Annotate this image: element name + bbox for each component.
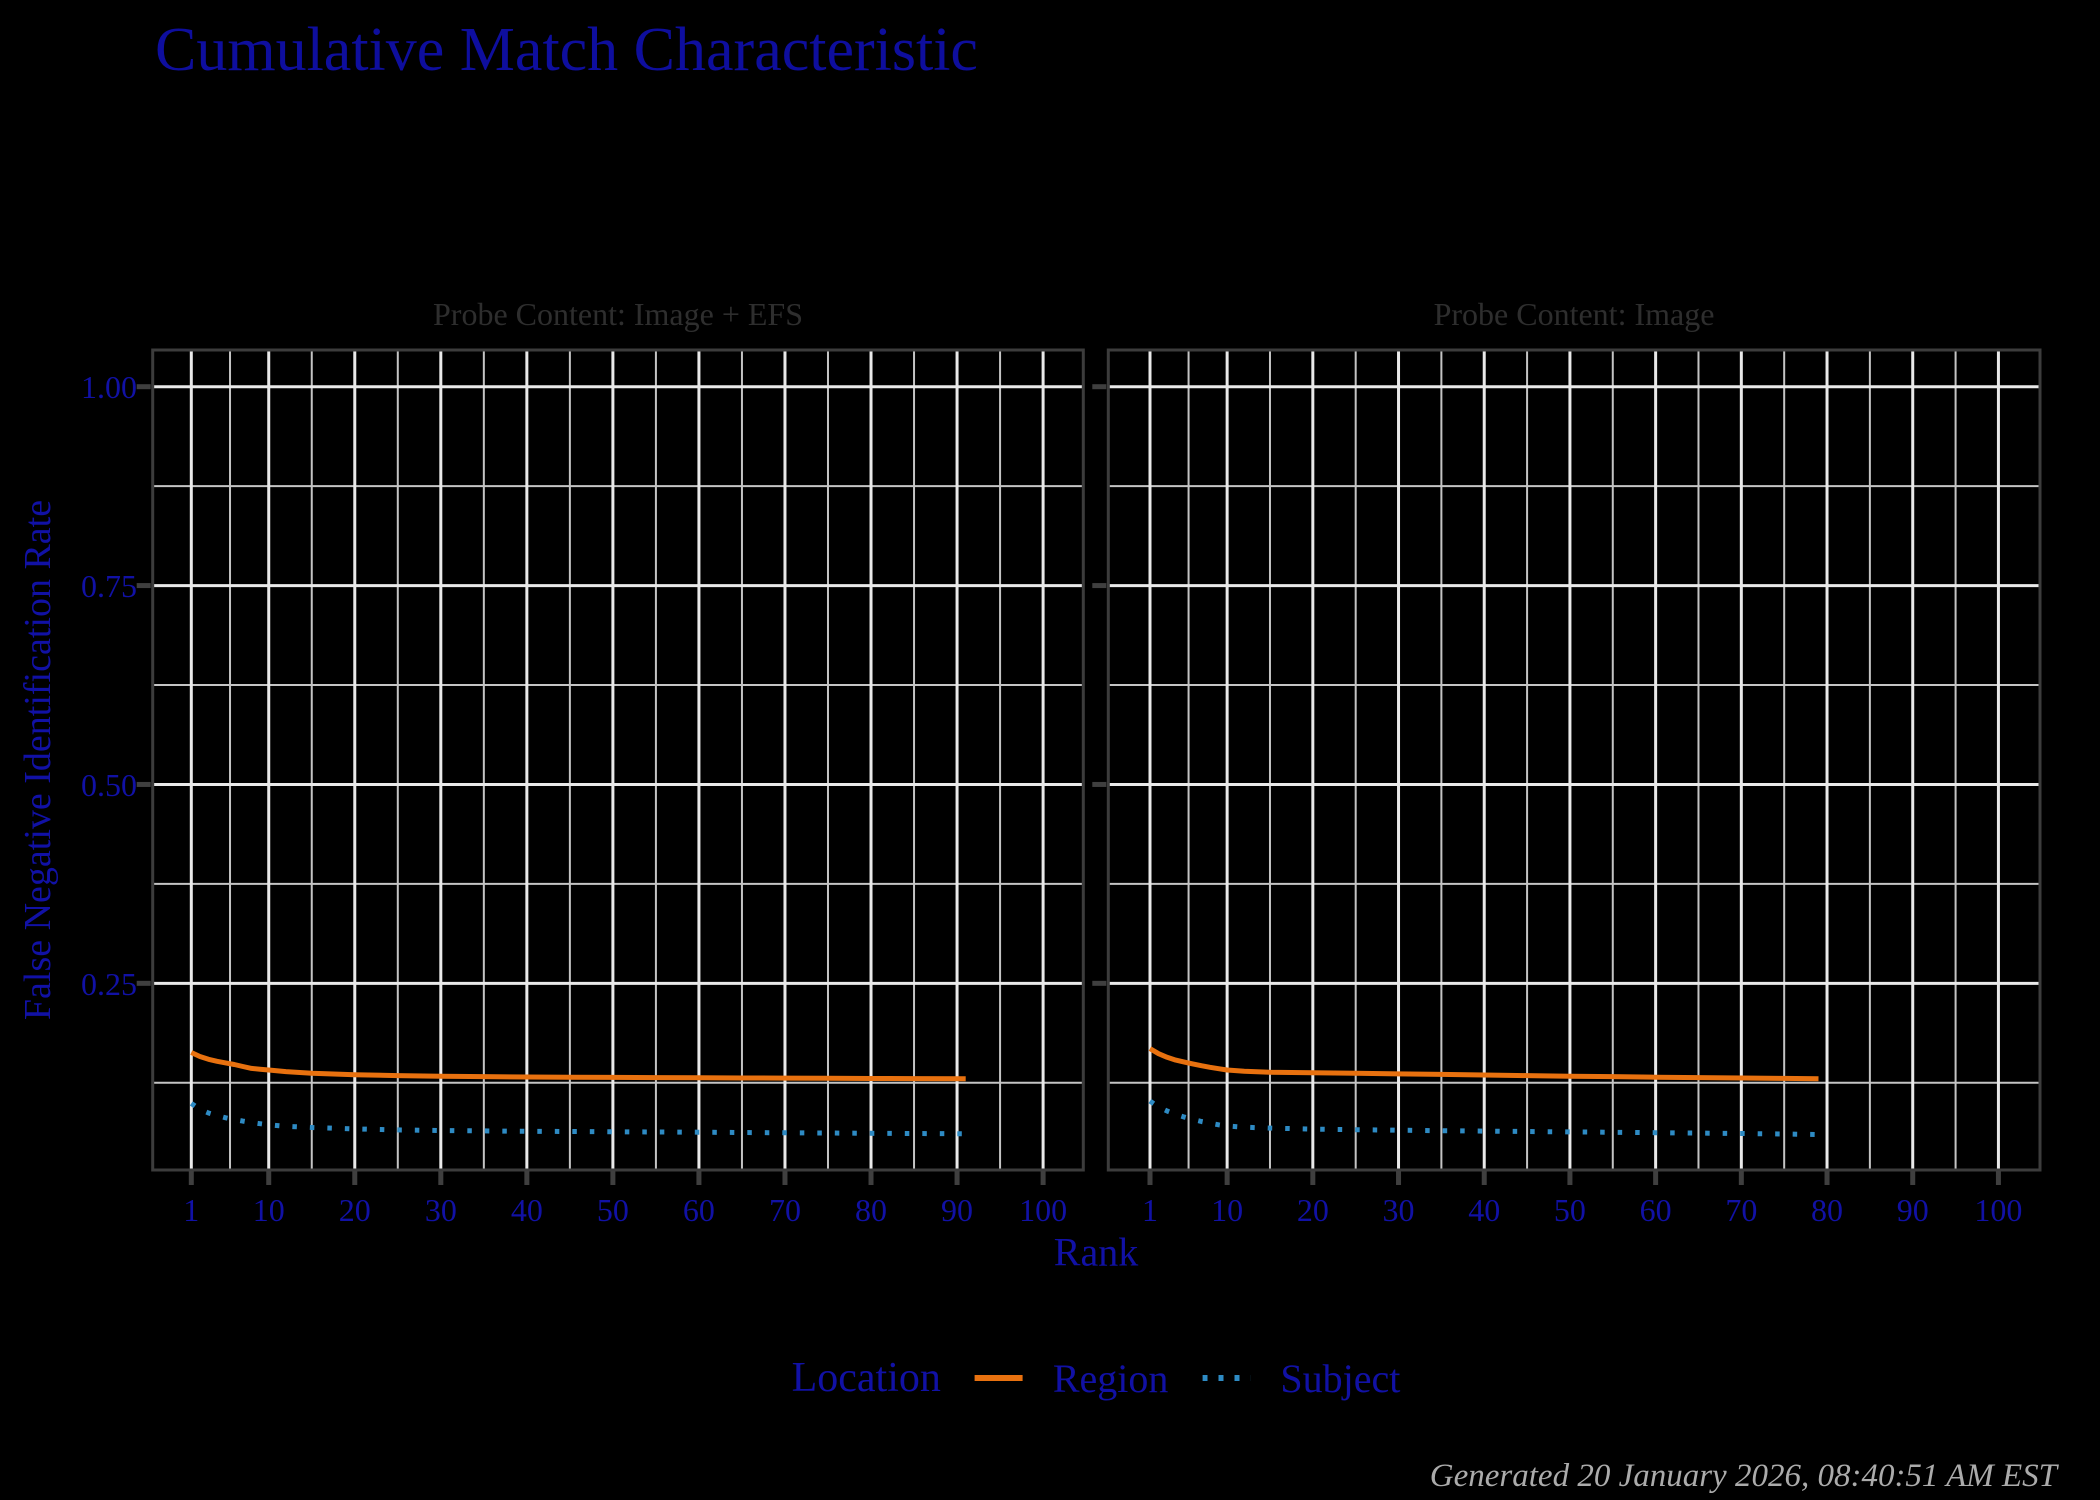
panel-border [1106,348,2042,1172]
legend-item-subject: Subject [1202,1355,1400,1402]
x-tick-label: 90 [941,1192,973,1228]
x-axis-title: Rank [1053,1229,1139,1275]
legend-title: Location [791,1355,941,1401]
x-tick-label: 10 [253,1192,285,1228]
y-tick-label-0.50: 0.50 [81,767,137,803]
x-tick-label: 70 [1725,1192,1757,1228]
x-tick-label: 1 [1142,1192,1158,1228]
legend-label-region: Region [1052,1355,1169,1401]
x-tick-label: 20 [1297,1192,1329,1228]
x-tick-label: 40 [1468,1192,1500,1228]
x-tick-label: 10 [1211,1192,1243,1228]
x-tick-label: 100 [1974,1192,2022,1228]
y-tick-label-1.00: 1.00 [81,369,137,405]
x-tick-label: 60 [1640,1192,1672,1228]
x-tick-label: 60 [683,1192,715,1228]
generated-timestamp: Generated 20 January 2026, 08:40:51 AM E… [1429,1458,2057,1494]
x-tick-label: 50 [1554,1192,1586,1228]
x-tick-label: 20 [339,1192,371,1228]
x-tick-label: 80 [1811,1192,1843,1228]
x-tick-label: 100 [1019,1192,1067,1228]
x-tick-label: 40 [511,1192,543,1228]
panel-border [151,348,1085,1172]
x-tick-label: 30 [425,1192,457,1228]
x-tick-label: 90 [1897,1192,1929,1228]
x-tick-label: 70 [769,1192,801,1228]
facet-strip-image-efs: Probe Content: Image + EFS [432,296,804,332]
legend-item-region: Region [974,1355,1169,1402]
region-line [190,1050,966,1082]
facet-strip-image: Probe Content: Image [1433,296,1715,332]
region-line [1148,1046,1819,1082]
x-tick-label: 30 [1383,1192,1415,1228]
legend: Location Region Subject [792,1354,1401,1402]
region-line-key-icon [974,1375,1023,1381]
x-tick-label: 50 [597,1192,629,1228]
subject-line [1148,1099,1819,1137]
legend-label-subject: Subject [1280,1355,1401,1401]
y-tick-label-0.25: 0.25 [81,966,137,1002]
y-tick-label-0.75: 0.75 [81,568,137,604]
chart-title: Cumulative Match Characteristic [155,16,978,84]
x-tick-label: 1 [183,1192,199,1228]
subject-line [189,1101,966,1137]
x-tick-label: 80 [855,1192,887,1228]
subject-line-key-icon [1202,1375,1251,1381]
